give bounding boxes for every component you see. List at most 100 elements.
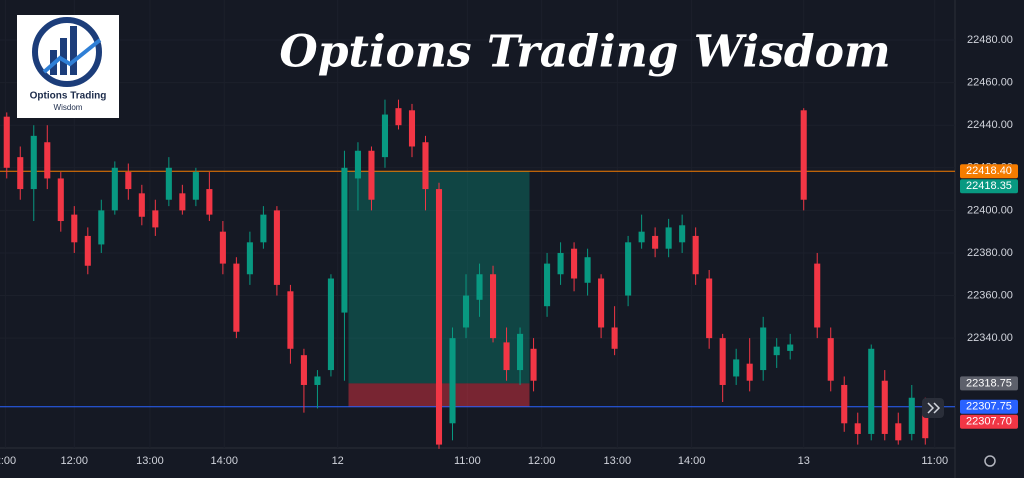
candle-body <box>665 227 672 249</box>
price-tag: 22307.70 <box>960 414 1018 429</box>
price-tag-box <box>960 376 1018 391</box>
candle-body <box>422 142 429 190</box>
candle-body <box>773 346 780 356</box>
price-tag: 22318.75 <box>960 376 1018 391</box>
candle-body <box>625 242 632 296</box>
logo: Options Trading Wisdom <box>17 15 119 118</box>
price-tag-box <box>960 399 1018 414</box>
candle-body <box>922 412 929 439</box>
price-tag: 22418.40 <box>960 164 1018 179</box>
candle-body <box>341 167 348 313</box>
candle-body <box>300 355 307 385</box>
candle-body <box>895 423 902 441</box>
x-tick-label: 13 <box>798 455 810 467</box>
candle-body <box>206 189 213 215</box>
candle-body <box>827 338 834 381</box>
x-tick-label: 11:00 <box>454 455 481 467</box>
candle-body <box>557 252 564 275</box>
candle-body <box>571 248 578 279</box>
candle-body <box>746 363 753 381</box>
candle-body <box>787 344 794 351</box>
candle-body <box>760 327 767 371</box>
x-tick-label: 13:00 <box>604 455 632 467</box>
x-tick-label: 14:00 <box>210 455 238 467</box>
candle-body <box>841 384 848 424</box>
candle-body <box>814 263 821 328</box>
plot: 22340.0022360.0022380.0022400.0022420.00… <box>0 33 1018 467</box>
logo-box <box>17 15 119 118</box>
y-tick-label: 22380.00 <box>967 247 1013 259</box>
candle-body <box>638 231 645 243</box>
price-tag: 22418.35 <box>960 179 1018 194</box>
candle-body <box>17 157 24 190</box>
candle-body <box>435 189 443 445</box>
candle-body <box>881 380 888 434</box>
candle-body <box>327 278 334 371</box>
candle-body <box>260 214 267 243</box>
candle-body <box>84 235 91 266</box>
price-tag-label: 22418.35 <box>966 180 1012 192</box>
candle-body <box>908 397 915 434</box>
candle-body <box>692 235 699 275</box>
candle-body <box>719 338 726 385</box>
price-tag: 22307.75 <box>960 399 1018 414</box>
candle-body <box>30 135 37 190</box>
x-tick-label: 14:00 <box>678 455 706 467</box>
candle-body <box>273 210 280 285</box>
candle-body <box>314 376 321 385</box>
price-tag-label: 22418.40 <box>966 165 1012 177</box>
logo-bar <box>60 38 67 75</box>
candle-body <box>111 167 118 211</box>
logo-title: Options Trading <box>30 91 107 102</box>
candle-body <box>219 231 226 264</box>
candle-body <box>408 110 416 147</box>
candle-body <box>246 242 253 275</box>
candle-body <box>544 263 551 307</box>
logo-bar <box>70 26 77 75</box>
candle-body <box>476 274 483 300</box>
candle-body <box>652 235 659 249</box>
candle-body <box>57 178 64 222</box>
x-tick-label: 12:00 <box>61 455 89 467</box>
candle-body <box>179 193 186 211</box>
candle-body <box>165 167 172 200</box>
candle-body <box>98 210 105 245</box>
candle-body <box>462 295 470 328</box>
logo-arrow <box>42 38 102 74</box>
scroll-icon <box>927 402 941 414</box>
candle-body <box>733 359 740 377</box>
candle-body <box>584 257 591 283</box>
price-tag-label: 22307.75 <box>966 401 1012 413</box>
x-tick-label: 12 <box>332 455 344 467</box>
y-tick-label: 22340.00 <box>967 332 1013 344</box>
price-tag-box <box>960 179 1018 194</box>
candle-body <box>854 423 861 434</box>
candle-body <box>71 214 78 243</box>
candle-body <box>233 263 240 332</box>
x-tick-label: 12:00 <box>528 455 556 467</box>
logo-ring <box>32 17 102 87</box>
settings-button[interactable] <box>984 455 996 467</box>
candle-body <box>503 342 510 371</box>
candle-body <box>611 327 618 349</box>
chart-title: Options Trading Wisdom <box>279 27 890 78</box>
candle-body <box>44 142 51 179</box>
candle-body <box>517 333 524 371</box>
candle-body <box>489 274 497 339</box>
candle-body <box>530 348 537 381</box>
x-tick-label: 2:00 <box>0 455 16 467</box>
candle-body <box>679 225 686 243</box>
price-tag-box <box>960 414 1018 429</box>
price-tag-label: 22318.75 <box>966 377 1012 389</box>
candle-body <box>287 291 294 349</box>
candle-body <box>800 110 807 200</box>
candle-body <box>381 114 389 158</box>
candle-body <box>3 116 10 168</box>
candle-body <box>125 172 132 190</box>
candle-body <box>192 172 199 200</box>
price-tag-label: 22307.70 <box>966 416 1012 428</box>
candle-body <box>368 150 375 200</box>
y-tick-label: 22440.00 <box>967 119 1013 131</box>
x-tick-label: 11:00 <box>921 455 948 467</box>
